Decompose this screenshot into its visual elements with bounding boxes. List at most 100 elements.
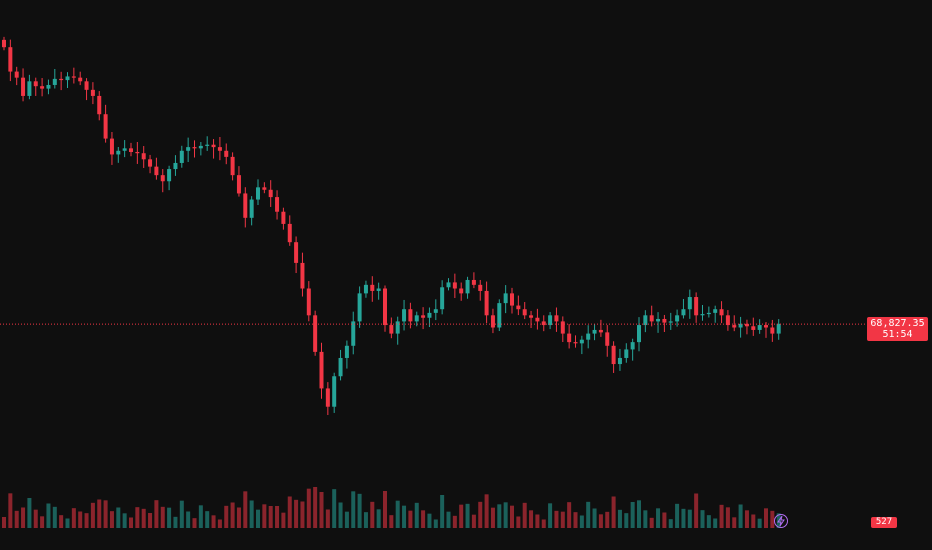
candle-body bbox=[452, 282, 457, 289]
candle-body bbox=[179, 150, 184, 163]
candle-body bbox=[249, 199, 254, 218]
candle-body bbox=[262, 187, 267, 190]
volume-bar bbox=[116, 507, 121, 528]
candle-body bbox=[97, 95, 102, 115]
candle-body bbox=[287, 223, 292, 243]
candle-body bbox=[205, 144, 210, 146]
volume-bar bbox=[338, 502, 343, 528]
candle-body bbox=[637, 325, 641, 343]
candle-body bbox=[389, 325, 394, 334]
volume-bar bbox=[313, 487, 318, 528]
candle-body bbox=[154, 166, 159, 176]
candle-body bbox=[459, 288, 464, 294]
candle-body bbox=[84, 81, 89, 90]
volume-bar bbox=[713, 518, 718, 528]
volume-bar bbox=[668, 519, 673, 528]
volume-bar bbox=[97, 499, 102, 528]
volume-bar bbox=[738, 504, 743, 528]
candle-body bbox=[567, 333, 572, 343]
volume-bar bbox=[478, 501, 483, 528]
candle-body bbox=[700, 314, 705, 316]
volume-bar bbox=[217, 519, 222, 528]
candle-body bbox=[757, 325, 762, 330]
volume-bar bbox=[14, 510, 19, 528]
candle-body bbox=[243, 193, 248, 218]
volume-bar bbox=[402, 505, 407, 528]
lightning-icon[interactable] bbox=[774, 514, 788, 528]
volume-bar bbox=[192, 518, 197, 528]
volume-bar bbox=[611, 496, 616, 528]
volume-bar bbox=[33, 509, 38, 528]
volume-bar bbox=[211, 515, 216, 528]
candle-body bbox=[408, 309, 413, 322]
volume-bar bbox=[65, 518, 70, 528]
volume-bar bbox=[71, 508, 76, 528]
candle-body bbox=[186, 147, 191, 151]
volume-bar bbox=[529, 510, 534, 528]
candle-body bbox=[719, 309, 724, 316]
volume-bar bbox=[554, 510, 559, 528]
last-volume-label: 527 bbox=[871, 517, 897, 528]
candle-body bbox=[414, 315, 419, 322]
volume-bar bbox=[122, 513, 127, 528]
volume-bar bbox=[249, 500, 254, 528]
volume-bar bbox=[643, 510, 648, 528]
volume-bar bbox=[617, 509, 622, 528]
volume-bar bbox=[675, 503, 680, 528]
volume-bar bbox=[751, 514, 756, 528]
candle-body bbox=[268, 189, 273, 198]
volume-bar bbox=[325, 509, 330, 528]
candle-body bbox=[21, 77, 26, 96]
candle-body bbox=[198, 145, 203, 149]
volume-bar bbox=[344, 511, 349, 528]
volume-bar bbox=[268, 506, 273, 528]
volume-bar bbox=[579, 515, 584, 528]
candle-body bbox=[52, 78, 57, 85]
candle-body bbox=[554, 315, 559, 322]
candle-body bbox=[230, 156, 235, 176]
candle-body bbox=[490, 315, 495, 328]
candle-body bbox=[173, 162, 178, 170]
candle-body bbox=[167, 169, 172, 182]
candle-body bbox=[236, 175, 241, 194]
volume-bar bbox=[637, 500, 641, 528]
volume-bar bbox=[592, 508, 597, 528]
volume-bar bbox=[90, 502, 95, 528]
candle-body bbox=[383, 288, 387, 326]
candle-body bbox=[617, 357, 622, 365]
candle-body bbox=[27, 81, 32, 96]
candle-body bbox=[14, 71, 19, 78]
volume-bar bbox=[497, 504, 502, 528]
price-candles bbox=[2, 36, 781, 416]
volume-bar bbox=[262, 504, 267, 528]
volume-bar bbox=[662, 512, 667, 528]
volume-bar bbox=[294, 499, 299, 528]
volume-bar bbox=[179, 500, 184, 528]
candle-body bbox=[319, 351, 324, 389]
volume-bar bbox=[224, 505, 229, 528]
candle-body bbox=[611, 345, 616, 365]
candle-body bbox=[764, 325, 768, 328]
candle-body bbox=[516, 305, 521, 310]
candle-body bbox=[40, 86, 45, 89]
volume-bar bbox=[78, 511, 83, 528]
volume-bar bbox=[370, 501, 375, 528]
candle-body bbox=[776, 323, 781, 334]
volume-bar bbox=[624, 513, 629, 528]
candle-body bbox=[770, 327, 775, 334]
volume-bar bbox=[357, 493, 362, 528]
volume-bar bbox=[281, 512, 286, 528]
candle-body bbox=[33, 81, 38, 87]
volume-bar bbox=[471, 514, 476, 528]
candle-body bbox=[592, 329, 597, 334]
candle-body bbox=[338, 357, 343, 377]
candle-body bbox=[662, 318, 667, 323]
volume-bar bbox=[236, 507, 241, 528]
candle-body bbox=[141, 153, 146, 160]
candle-body bbox=[598, 329, 603, 333]
volume-bar bbox=[27, 498, 32, 528]
candle-body bbox=[732, 325, 737, 328]
candle-body bbox=[541, 321, 546, 326]
